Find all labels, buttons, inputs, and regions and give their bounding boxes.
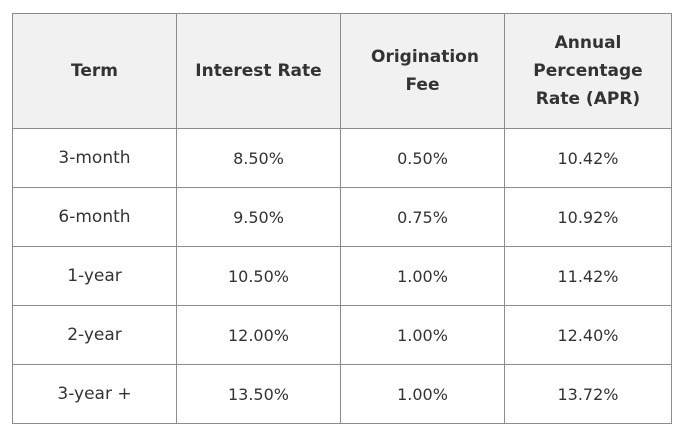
header-origination-fee: Origination Fee [340, 13, 505, 129]
cell-interest-rate: 8.50% [176, 128, 341, 188]
cell-interest-rate: 9.50% [176, 187, 341, 247]
cell-apr: 12.40% [504, 305, 672, 365]
cell-apr: 13.72% [504, 364, 672, 424]
table-row: 3-month 8.50% 0.50% 10.42% [12, 128, 672, 188]
header-apr: Annual Percentage Rate (APR) [504, 13, 672, 129]
table-row: 2-year 12.00% 1.00% 12.40% [12, 305, 672, 365]
cell-apr: 10.92% [504, 187, 672, 247]
cell-term: 6-month [12, 187, 177, 247]
cell-apr: 11.42% [504, 246, 672, 306]
table-header: Term Interest Rate Origination Fee Annua… [12, 13, 672, 129]
cell-interest-rate: 10.50% [176, 246, 341, 306]
header-term: Term [12, 13, 177, 129]
table-row: 6-month 9.50% 0.75% 10.92% [12, 187, 672, 247]
table-row: 3-year + 13.50% 1.00% 13.72% [12, 364, 672, 424]
cell-origination-fee: 0.75% [340, 187, 505, 247]
loan-terms-table: Term Interest Rate Origination Fee Annua… [12, 13, 672, 424]
header-row: Term Interest Rate Origination Fee Annua… [12, 13, 672, 129]
table-row: 1-year 10.50% 1.00% 11.42% [12, 246, 672, 306]
cell-term: 3-year + [12, 364, 177, 424]
cell-interest-rate: 12.00% [176, 305, 341, 365]
cell-term: 1-year [12, 246, 177, 306]
cell-origination-fee: 1.00% [340, 305, 505, 365]
table-body: 3-month 8.50% 0.50% 10.42% 6-month 9.50%… [12, 128, 672, 424]
cell-origination-fee: 0.50% [340, 128, 505, 188]
cell-term: 2-year [12, 305, 177, 365]
loan-terms-table-container: Term Interest Rate Origination Fee Annua… [12, 13, 672, 424]
cell-apr: 10.42% [504, 128, 672, 188]
cell-origination-fee: 1.00% [340, 246, 505, 306]
header-interest-rate: Interest Rate [176, 13, 341, 129]
cell-term: 3-month [12, 128, 177, 188]
cell-interest-rate: 13.50% [176, 364, 341, 424]
cell-origination-fee: 1.00% [340, 364, 505, 424]
